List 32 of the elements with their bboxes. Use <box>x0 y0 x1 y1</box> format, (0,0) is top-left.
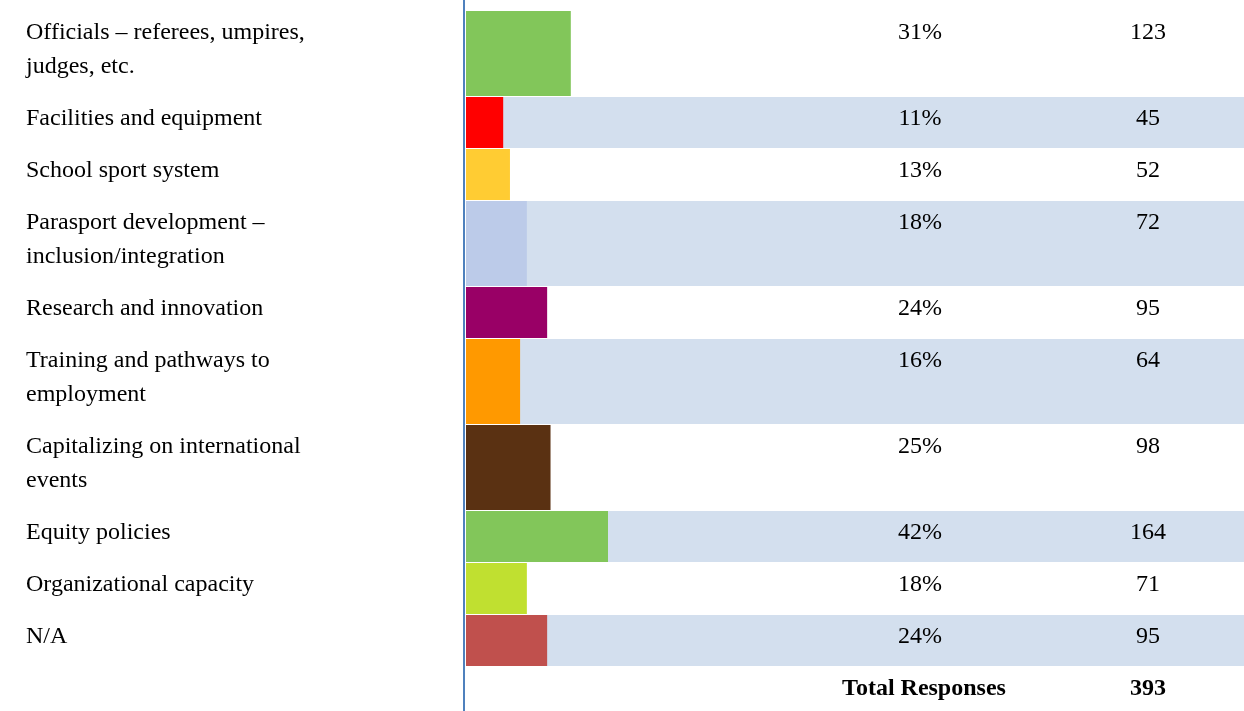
data-label: 11% <box>898 104 942 130</box>
data-label: 24% <box>898 294 942 320</box>
data-label: 24% <box>898 622 942 648</box>
text: 64 <box>1136 346 1160 372</box>
text: 95 <box>1136 294 1160 320</box>
y-tick-label: Equity policies <box>26 518 171 544</box>
y-tick-label: Facilities and equipment <box>26 104 263 130</box>
y-tick-label: Officials – referees, umpires, judges, etc. <box>25 18 305 78</box>
y-tick-label: Capitalizing on international events <box>26 432 301 492</box>
y-tick-label: N/A <box>26 622 68 648</box>
text: 45 <box>1136 104 1160 130</box>
y-tick-label: Parasport development – inclusion/integration <box>26 208 266 268</box>
data-label: 42% <box>898 518 942 544</box>
text: 164 <box>1130 518 1166 544</box>
text: 71 <box>1136 570 1160 596</box>
text: 95 <box>1136 622 1160 648</box>
y-tick-label: School sport system <box>26 156 220 182</box>
text: 98 <box>1136 432 1160 458</box>
data-label: 16% <box>898 346 942 372</box>
text: 123 <box>1130 18 1166 44</box>
text: 72 <box>1136 208 1160 234</box>
y-tick-label: Training and pathways to employment <box>26 346 270 406</box>
data-label: 18% <box>898 570 942 596</box>
data-label: 18% <box>898 208 942 234</box>
data-label: 31% <box>898 18 942 44</box>
text: 393 <box>1130 674 1166 700</box>
y-tick-label: Organizational capacity <box>26 570 255 596</box>
data-label: 13% <box>898 156 942 182</box>
y-tick-label: Research and innovation <box>26 294 264 320</box>
data-label: 25% <box>898 432 942 458</box>
text: 52 <box>1136 156 1160 182</box>
text: Total Responses <box>842 674 1006 700</box>
